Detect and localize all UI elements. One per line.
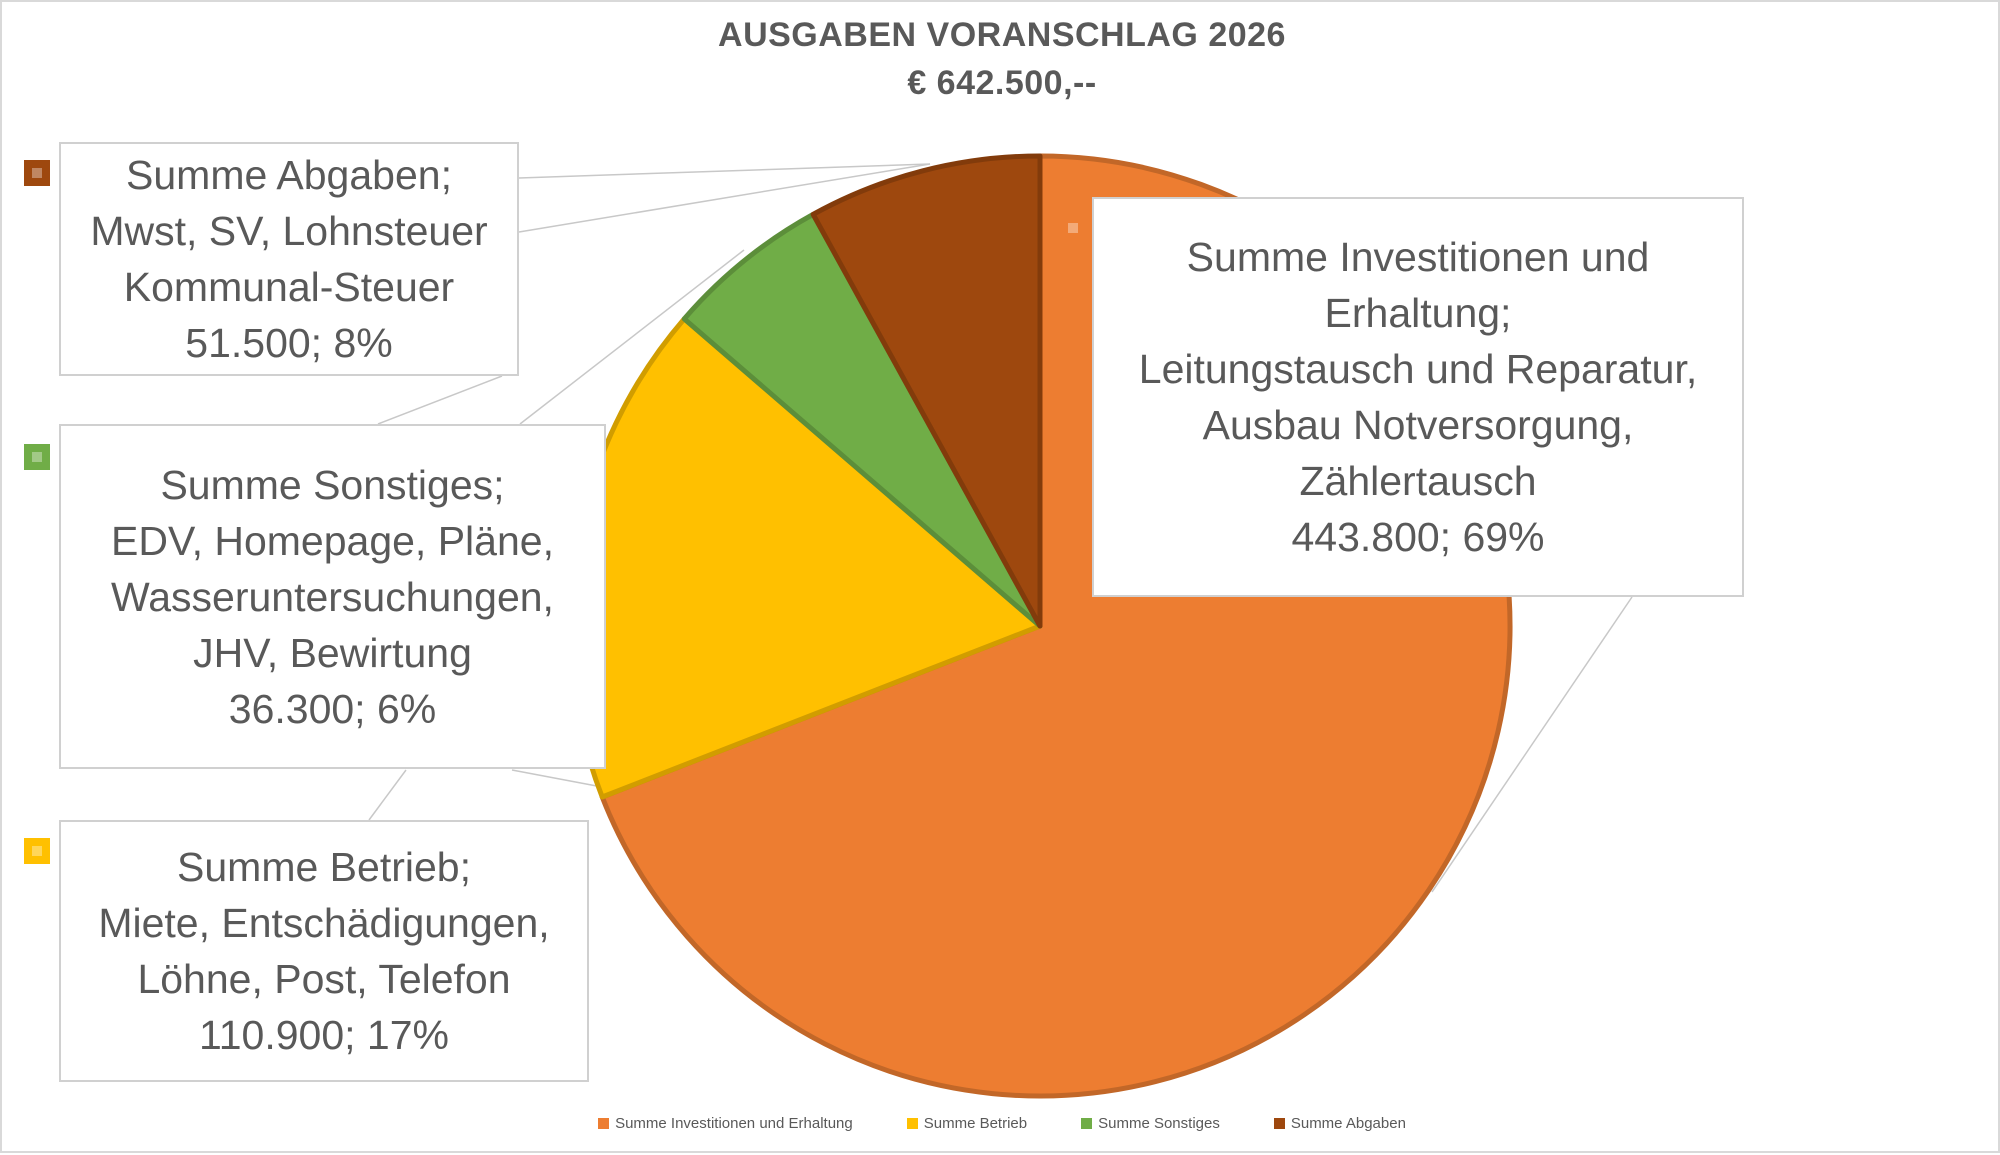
data-label-line: Kommunal-Steuer <box>123 264 455 310</box>
data-label-line: Löhne, Post, Telefon <box>137 956 511 1002</box>
legend-key-summe-investitionen-und-erhaltung <box>1060 215 1086 241</box>
leader-line-summe-investitionen-und-erhaltung <box>1431 596 1633 893</box>
data-label-line: EDV, Homepage, Pläne, <box>111 517 554 564</box>
data-label-line: JHV, Bewirtung <box>193 629 472 676</box>
data-label-line: Leitungstausch und Reparatur, <box>1138 346 1698 392</box>
legend-entry: Summe Abgaben <box>1273 1115 1406 1132</box>
legend: Summe Investitionen und Erhaltung Summe B… <box>2 1115 2000 1132</box>
data-label-line: 51.500; 8% <box>185 320 393 366</box>
legend-label: Summe Betrieb <box>923 1115 1028 1132</box>
leader-line-summe-sonstiges-secondary <box>377 375 503 425</box>
leader-line-summe-sonstiges <box>519 249 745 425</box>
leader-line-summe-abgaben-secondary <box>518 163 931 179</box>
legend-entry: Summe Sonstiges <box>1081 1115 1220 1132</box>
leader-line-summe-betrieb-secondary <box>368 769 407 821</box>
data-label-summe-abgaben: Summe Abgaben; Mwst, SV, Lohnsteuer Kommun… <box>59 142 519 376</box>
legend-swatch <box>1273 1118 1285 1129</box>
data-label-line: Summe Sonstiges; <box>160 461 505 508</box>
legend-label: Summe Sonstiges <box>1098 1115 1220 1132</box>
legend-key-summe-abgaben <box>24 160 50 186</box>
legend-label: Summe Investitionen und Erhaltung <box>615 1115 853 1132</box>
data-label-line: Wasseruntersuchungen, <box>111 573 554 620</box>
data-label-line: Summe Investitionen und <box>1186 234 1650 280</box>
legend-entry: Summe Investitionen und Erhaltung <box>598 1115 853 1132</box>
legend-key-summe-sonstiges <box>24 444 50 470</box>
leader-lines <box>368 163 1633 893</box>
data-label-line: Zählertausch <box>1299 458 1537 504</box>
legend-entry: Summe Betrieb <box>906 1115 1028 1132</box>
legend-swatch <box>906 1118 918 1129</box>
leader-line-summe-abgaben <box>518 163 931 233</box>
data-label-summe-investitionen-und-erhaltung: Summe Investitionen und Erhaltung; Leitung… <box>1092 197 1744 597</box>
data-label-summe-betrieb: Summe Betrieb; Miete, Entschädigungen, Löh… <box>59 820 589 1082</box>
data-label-line: 110.900; 17% <box>198 1012 449 1058</box>
leader-line-summe-betrieb <box>511 769 603 788</box>
pie-slices <box>567 153 1513 1099</box>
chart-title: AUSGABEN VORANSCHLAG 2026 <box>718 16 1286 54</box>
legend-key-summe-betrieb <box>24 838 50 864</box>
data-label-line: Ausbau Notversorgung, <box>1202 402 1634 448</box>
data-label-line: 443.800; 69% <box>1291 514 1545 560</box>
pie-slice-summe-sonstiges <box>681 211 1043 629</box>
chart-subtitle: € 642.500,-- <box>907 64 1097 102</box>
data-label-line: Summe Betrieb; <box>177 844 471 890</box>
data-label-line: Miete, Entschädigungen, <box>98 900 550 946</box>
legend-swatch <box>1081 1118 1093 1129</box>
legend-label: Summe Abgaben <box>1290 1115 1406 1132</box>
pie-slice-summe-abgaben <box>810 153 1043 629</box>
data-label-line: Erhaltung; <box>1324 290 1512 336</box>
data-label-line: 36.300; 6% <box>228 685 437 732</box>
legend-swatch <box>598 1118 610 1129</box>
data-label-line: Mwst, SV, Lohnsteuer <box>90 208 488 254</box>
data-label-line: Summe Abgaben; <box>126 152 452 198</box>
data-label-summe-sonstiges: Summe Sonstiges; EDV, Homepage, Pläne, Was… <box>59 424 606 769</box>
